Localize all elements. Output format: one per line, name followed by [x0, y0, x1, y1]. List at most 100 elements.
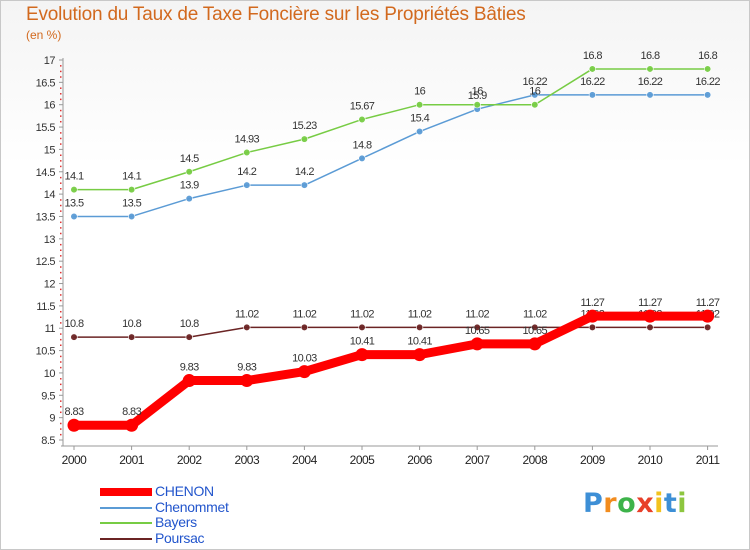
data-point: [125, 418, 139, 432]
y-minor-tick: [60, 405, 62, 408]
y-minor-tick: [60, 137, 62, 140]
data-label: 14.5: [180, 153, 199, 165]
data-label: 11.02: [235, 308, 259, 320]
y-tick-label: 10: [44, 368, 56, 380]
x-tick-label: 2005: [350, 453, 376, 467]
data-point: [70, 186, 78, 194]
x-tick-label: 2000: [62, 453, 88, 467]
data-point: [70, 333, 78, 341]
data-point: [128, 186, 136, 194]
data-label: 11.27: [581, 297, 605, 309]
y-minor-tick: [60, 120, 62, 123]
logo-letter: r: [603, 488, 618, 519]
data-point: [413, 348, 427, 362]
data-label: 8.83: [122, 406, 141, 418]
data-point: [588, 91, 597, 99]
y-minor-tick: [60, 182, 62, 184]
data-label: 13.9: [180, 180, 199, 192]
y-minor-tick: [60, 132, 62, 134]
y-tick-label: 12.5: [36, 256, 56, 268]
data-label: 15.23: [292, 120, 317, 132]
data-label: 14.2: [295, 166, 314, 178]
series-line-chenon: [69, 311, 713, 430]
data-point: [646, 65, 654, 73]
y-tick-label: 10.5: [36, 346, 56, 358]
data-label: 13.5: [64, 197, 83, 209]
x-tick-label: 2011: [696, 453, 721, 467]
legend-label: Chenommet: [155, 498, 229, 515]
series-line-bayers: [73, 68, 709, 191]
y-minor-tick: [60, 366, 62, 369]
legend-label: Bayers: [155, 514, 197, 530]
y-minor-tick: [60, 176, 62, 179]
x-axis-ticks: 2000 2001 2002 2003 2004 2005 2006 2007 2008 2009…: [62, 446, 721, 467]
logo-letter: x: [636, 488, 655, 519]
y-tick-label: 13: [44, 234, 56, 246]
data-label: 11.02: [408, 308, 432, 320]
y-tick-label: 14: [44, 189, 56, 201]
data-point: [588, 65, 597, 73]
y-minor-tick: [60, 333, 62, 335]
data-label: 8.83: [64, 406, 83, 418]
y-minor-tick: [60, 115, 62, 117]
data-point: [128, 212, 136, 221]
data-label: 16.22: [638, 76, 663, 88]
data-label: 10.8: [180, 318, 199, 330]
data-point: [703, 323, 712, 331]
y-tick-label: 9: [49, 413, 55, 425]
data-label: 10.65: [523, 325, 548, 337]
series-chenommet: 13.5 13.5 13.9 14.2 14.2 14.8 15.4 15.9 16.22 16.…: [64, 76, 721, 221]
legend-swatch: [100, 488, 152, 496]
data-label: 16: [414, 86, 426, 98]
y-minor-tick: [60, 422, 62, 425]
y-minor-tick: [60, 288, 62, 291]
y-minor-tick: [60, 87, 62, 89]
y-minor-tick: [60, 316, 62, 319]
legend-label: Poursac: [155, 529, 205, 546]
x-tick-label: 2006: [407, 453, 433, 467]
data-label: 16.8: [640, 50, 659, 62]
data-point: [243, 181, 251, 189]
proxiti-logo: Proxiti: [583, 488, 687, 519]
y-tick-label: 13.5: [36, 211, 56, 223]
y-tick-label: 11: [45, 323, 56, 335]
y-minor-tick: [60, 76, 62, 78]
data-point: [128, 333, 136, 341]
data-point: [528, 337, 542, 351]
y-minor-tick: [60, 199, 62, 201]
data-label: 16: [529, 86, 541, 98]
data-label: 15.9: [468, 90, 487, 102]
legend-swatch: [100, 506, 152, 509]
data-point: [470, 337, 484, 351]
data-label: 15.4: [410, 113, 429, 125]
data-point: [473, 101, 481, 109]
y-minor-tick: [60, 227, 62, 229]
data-point: [300, 135, 309, 143]
data-point: [300, 323, 309, 331]
x-tick-label: 2001: [119, 453, 145, 467]
data-point: [531, 101, 539, 109]
y-minor-tick: [60, 299, 62, 302]
y-tick-label: 11.5: [36, 301, 55, 313]
logo-letter: i: [677, 488, 688, 519]
logo-letter: o: [617, 488, 637, 519]
y-tick-label: 15.5: [36, 122, 56, 134]
data-point: [297, 365, 311, 379]
data-point: [703, 65, 712, 73]
data-label: 11.02: [293, 308, 317, 320]
legend-label: CHENON: [155, 483, 214, 499]
y-minor-tick: [60, 210, 62, 212]
data-point: [355, 348, 369, 362]
y-minor-tick: [60, 433, 62, 436]
y-minor-tick: [60, 310, 62, 313]
x-tick-label: 2004: [292, 453, 318, 467]
data-label: 10.41: [350, 336, 375, 348]
y-axis-ticks: 8.5 9 9.5 10 10.5 11 11.5 12 12.5 13 13.5 14 14.5 15 1…: [36, 55, 63, 447]
y-minor-tick: [60, 389, 62, 391]
data-label: 15.67: [350, 100, 375, 112]
y-minor-tick: [60, 154, 62, 156]
y-minor-tick: [60, 70, 62, 73]
y-tick-label: 15: [44, 144, 56, 156]
data-point: [358, 154, 366, 162]
y-minor-tick: [60, 266, 62, 268]
